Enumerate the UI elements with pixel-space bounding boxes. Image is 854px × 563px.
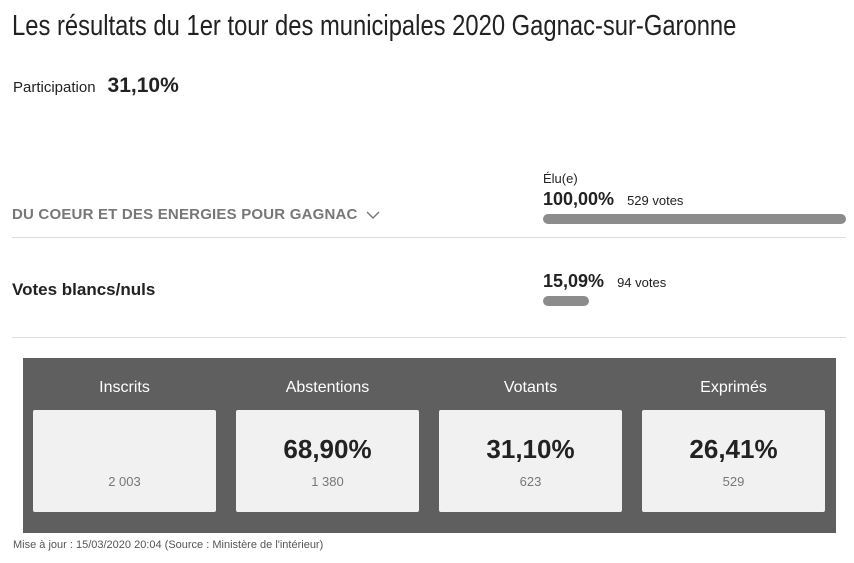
stat-inscrits: Inscrits 2 003: [33, 358, 216, 533]
list-result: Élu(e) 100,00% 529 votes: [543, 171, 846, 224]
stat-count: 623: [519, 474, 542, 489]
stat-abstentions: Abstentions 68,90% 1 380: [236, 358, 419, 533]
stat-count: 2 003: [108, 474, 141, 489]
stat-label: Abstentions: [285, 379, 370, 396]
stats-panel: Inscrits 2 003 Abstentions 68,90% 1 380 …: [23, 358, 836, 533]
stat-votants: Votants 31,10% 623: [439, 358, 622, 533]
stat-exprimes: Exprimés 26,41% 529: [642, 358, 825, 533]
blank-null-label: Votes blancs/nuls: [12, 280, 156, 299]
stat-percent: 68,90%: [283, 434, 372, 464]
blank-null-percent: 15,09%: [543, 271, 605, 291]
stat-label: Inscrits: [99, 379, 150, 396]
stat-percent: 31,10%: [486, 434, 575, 464]
page-title: Les résultats du 1er tour des municipale…: [12, 10, 737, 42]
participation-label: Participation: [13, 79, 96, 96]
stat-count: 529: [722, 474, 745, 489]
stat-box: 31,10% 623: [439, 410, 622, 512]
stat-box: 68,90% 1 380: [236, 410, 419, 512]
list-votes: 529 votes: [627, 193, 684, 208]
stat-percent: 26,41%: [689, 434, 778, 464]
list-bar: [543, 214, 846, 224]
stat-box: 2 003: [33, 410, 216, 512]
participation-value: 31,10%: [107, 74, 179, 97]
chevron-down-icon[interactable]: [366, 210, 380, 220]
blank-null-result: 15,09% 94 votes: [543, 269, 846, 306]
stat-label: Votants: [503, 379, 558, 396]
blank-null-votes: 94 votes: [617, 275, 667, 290]
elected-label: Élu(e): [543, 171, 578, 186]
blank-null-row: Votes blancs/nuls 15,09% 94 votes: [12, 238, 846, 338]
blank-null-bar-track: [543, 296, 846, 306]
stat-box: 26,41% 529: [642, 410, 825, 512]
blank-null-bar: [543, 296, 589, 306]
list-toggle[interactable]: DU COEUR ET DES ENERGIES POUR GAGNAC: [12, 206, 380, 223]
list-bar-track: [543, 214, 846, 224]
stat-label: Exprimés: [700, 379, 767, 396]
stat-count: 1 380: [311, 474, 344, 489]
list-row: DU COEUR ET DES ENERGIES POUR GAGNAC Élu…: [12, 165, 846, 238]
participation: Participation 31,10%: [13, 74, 179, 98]
list-name: DU COEUR ET DES ENERGIES POUR GAGNAC: [12, 206, 358, 223]
update-note: Mise à jour : 15/03/2020 20:04 (Source :…: [13, 539, 324, 551]
list-percent: 100,00%: [543, 189, 615, 209]
